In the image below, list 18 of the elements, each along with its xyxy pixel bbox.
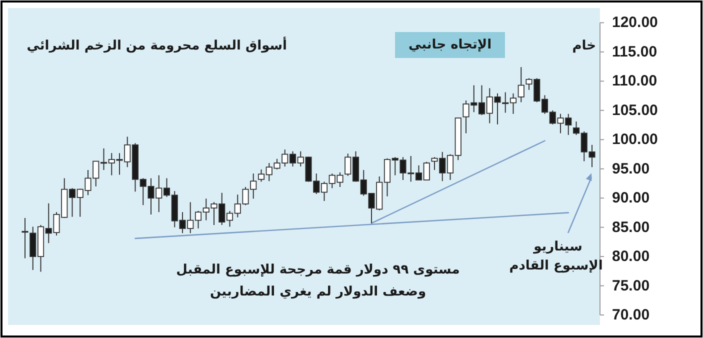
annotation: مستوى ٩٩ دولار قمة مرجحة للإسبوع المقبل bbox=[176, 262, 460, 278]
annotation: خام bbox=[572, 38, 596, 54]
annotation: سيناريو bbox=[532, 240, 582, 254]
y-tick-label: 95.00 bbox=[612, 160, 650, 178]
y-tick-label: 80.00 bbox=[612, 248, 650, 266]
y-tick-label: 105.00 bbox=[612, 102, 658, 119]
y-tick-label: 115.00 bbox=[612, 43, 658, 60]
y-tick-label: 120.00 bbox=[612, 14, 658, 32]
y-tick-label: 90.00 bbox=[612, 190, 650, 207]
annotation: الإتجاه جانبي bbox=[408, 38, 492, 52]
annotation: وضعف الدولار لم يغري المضاربين bbox=[210, 284, 426, 300]
text: أسواق السلع محرومة من الزخم الشرائي bbox=[26, 36, 287, 54]
annotation: الإسبوع القادم bbox=[509, 258, 603, 274]
y-tick-label: 75.00 bbox=[612, 277, 650, 294]
y-tick-label: 85.00 bbox=[612, 218, 650, 236]
y-tick-label: 110.00 bbox=[612, 72, 658, 90]
y-tick-label: 100.00 bbox=[612, 131, 658, 148]
y-tick-label: 70.00 bbox=[612, 306, 650, 324]
